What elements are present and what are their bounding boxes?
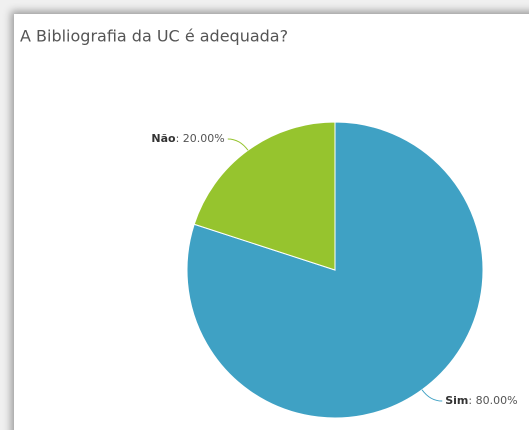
leader-line: [421, 389, 443, 402]
label-name: Sim: [445, 394, 468, 407]
data-label: Sim: 80.00%: [445, 394, 517, 407]
label-name: Não: [151, 132, 176, 145]
leader-line: [227, 138, 249, 151]
label-value: : 20.00%: [176, 132, 225, 145]
data-label: Não: 20.00%: [151, 132, 224, 145]
label-value: : 80.00%: [468, 394, 517, 407]
pie-slice: [193, 121, 336, 271]
chart-title: A Bibliografia da UC é adequada?: [20, 27, 288, 46]
